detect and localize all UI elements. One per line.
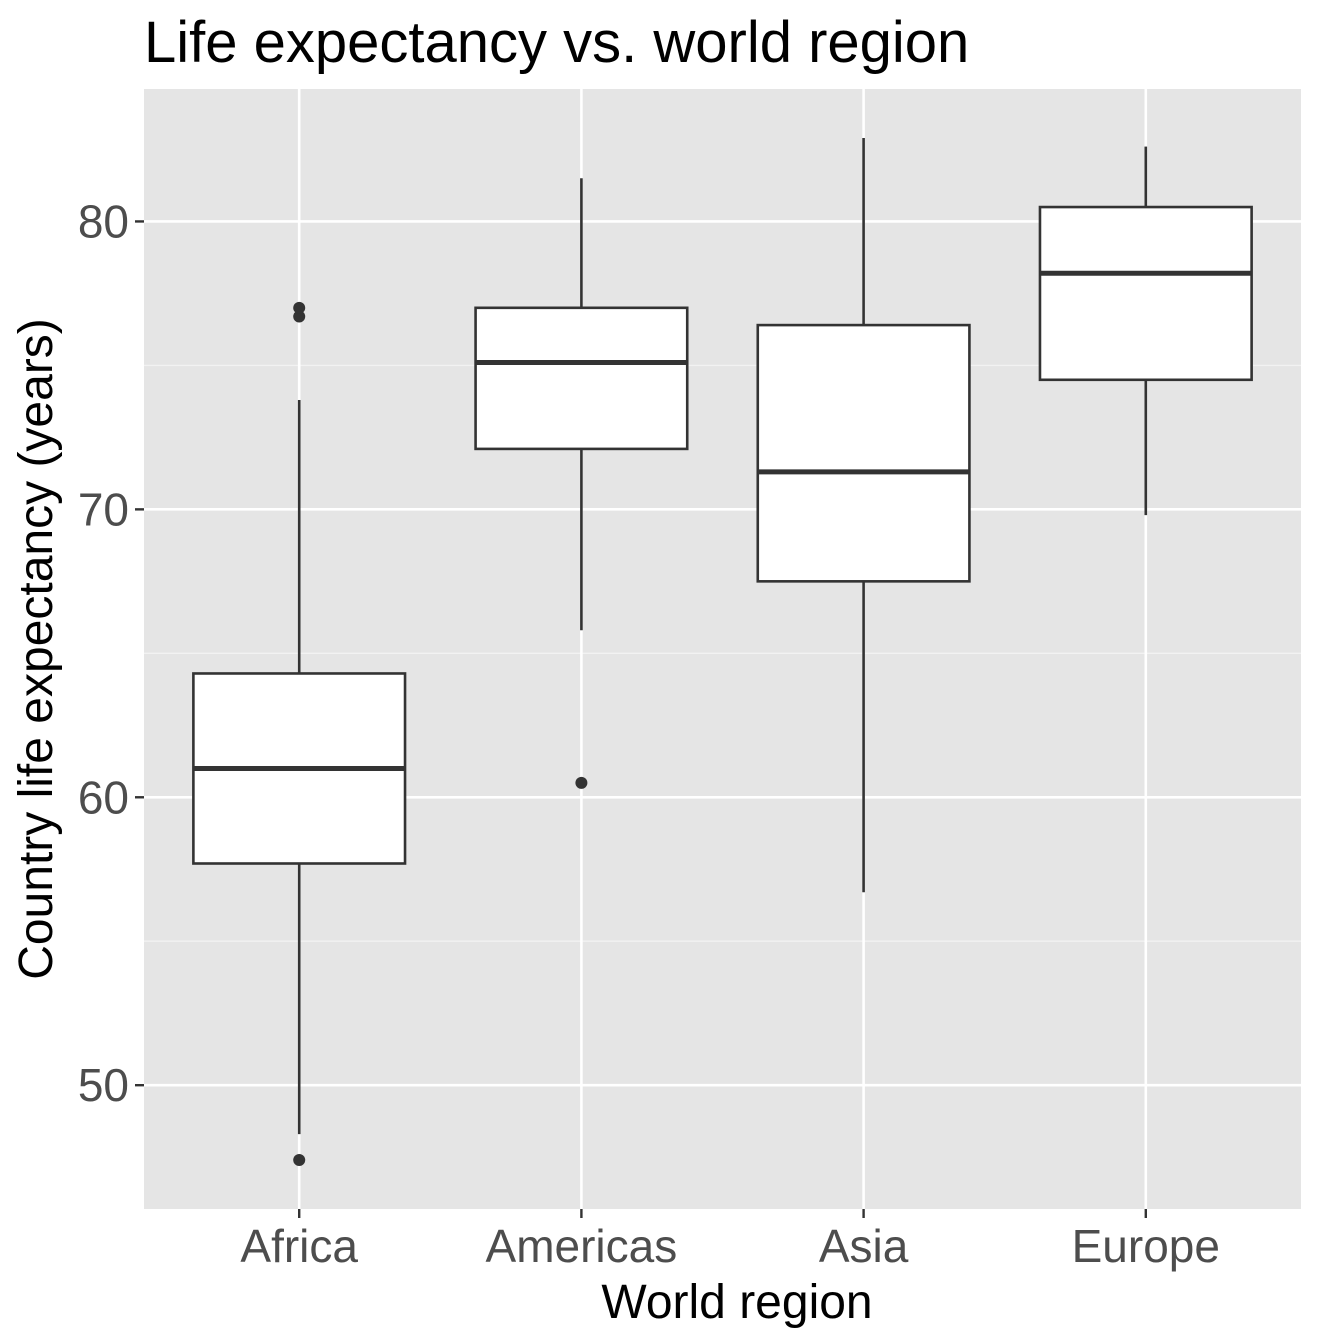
x-tick-label: Europe [1072, 1220, 1220, 1272]
chart-title: Life expectancy vs. world region [144, 10, 969, 75]
boxes [192, 137, 1253, 1167]
x-tick-label: Asia [819, 1220, 909, 1272]
x-axis-title: World region [601, 1276, 872, 1329]
box-africa [192, 301, 407, 1167]
y-tick-label: 80 [78, 195, 129, 247]
y-axis-title: Country life expectancy (years) [10, 318, 63, 980]
box-body [1038, 205, 1253, 382]
x-axis: Africa Americas Asia Europe [240, 1209, 1220, 1272]
x-tick-label: Africa [240, 1220, 358, 1272]
box-asia [756, 137, 971, 893]
box-body [756, 323, 971, 583]
outlier-point [293, 1154, 306, 1167]
y-tick-label: 60 [78, 771, 129, 823]
y-tick-label: 50 [78, 1059, 129, 1111]
box-body [474, 306, 689, 451]
outlier-point [293, 310, 306, 323]
y-tick-label: 70 [78, 483, 129, 535]
box-americas [474, 178, 689, 789]
y-axis: 50 60 70 80 [78, 195, 144, 1111]
x-tick-label: Americas [486, 1220, 678, 1272]
outlier-point [575, 776, 588, 789]
outlier-point [293, 301, 306, 314]
box-europe [1038, 146, 1253, 516]
